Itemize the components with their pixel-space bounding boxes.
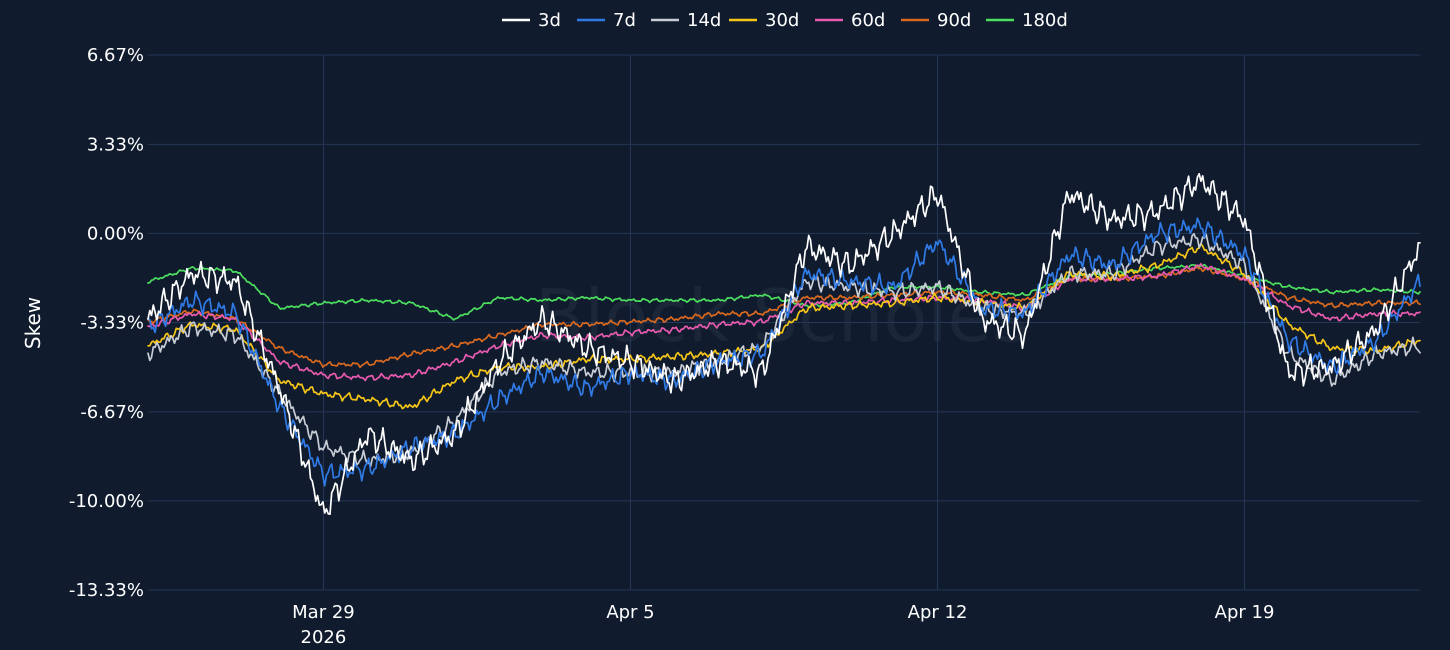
- series-line-3d: [147, 172, 1421, 516]
- legend-label-30d: 30d: [765, 10, 799, 31]
- y-tick-label: 6.67%: [87, 45, 144, 66]
- legend-label-14d: 14d: [687, 10, 721, 31]
- series-lines: [147, 172, 1421, 516]
- series-line-14d: [147, 232, 1421, 468]
- x-tick-label: Mar 29: [292, 602, 355, 623]
- legend-label-7d: 7d: [613, 10, 636, 31]
- y-tick-label: 0.00%: [87, 223, 144, 244]
- y-tick-label: -6.67%: [80, 402, 144, 423]
- grid: [148, 54, 1420, 591]
- legend-label-90d: 90d: [937, 10, 971, 31]
- y-axis-title: Skew: [21, 297, 45, 349]
- x-tick-sublabel: 2026: [301, 627, 347, 648]
- y-tick-label: 3.33%: [87, 134, 144, 155]
- legend-label-3d: 3d: [538, 10, 561, 31]
- x-axis-ticks: Mar 29 2026 Apr 5 Apr 12 Apr 19: [292, 602, 1274, 648]
- legend-label-60d: 60d: [851, 10, 885, 31]
- y-tick-label: -3.33%: [80, 313, 144, 334]
- legend: 3d 7d 14d 30d 60d 90d 180d: [502, 10, 1068, 31]
- x-tick-label: Apr 5: [606, 602, 654, 623]
- y-tick-label: -10.00%: [69, 491, 144, 512]
- x-tick-label: Apr 12: [908, 602, 968, 623]
- legend-label-180d: 180d: [1022, 10, 1068, 31]
- series-line-30d: [147, 242, 1421, 410]
- y-axis-ticks: 6.67% 3.33% 0.00% -3.33% -6.67% -10.00% -13.33…: [69, 45, 144, 601]
- y-tick-label: -13.33%: [69, 580, 144, 601]
- x-tick-label: Apr 19: [1215, 602, 1275, 623]
